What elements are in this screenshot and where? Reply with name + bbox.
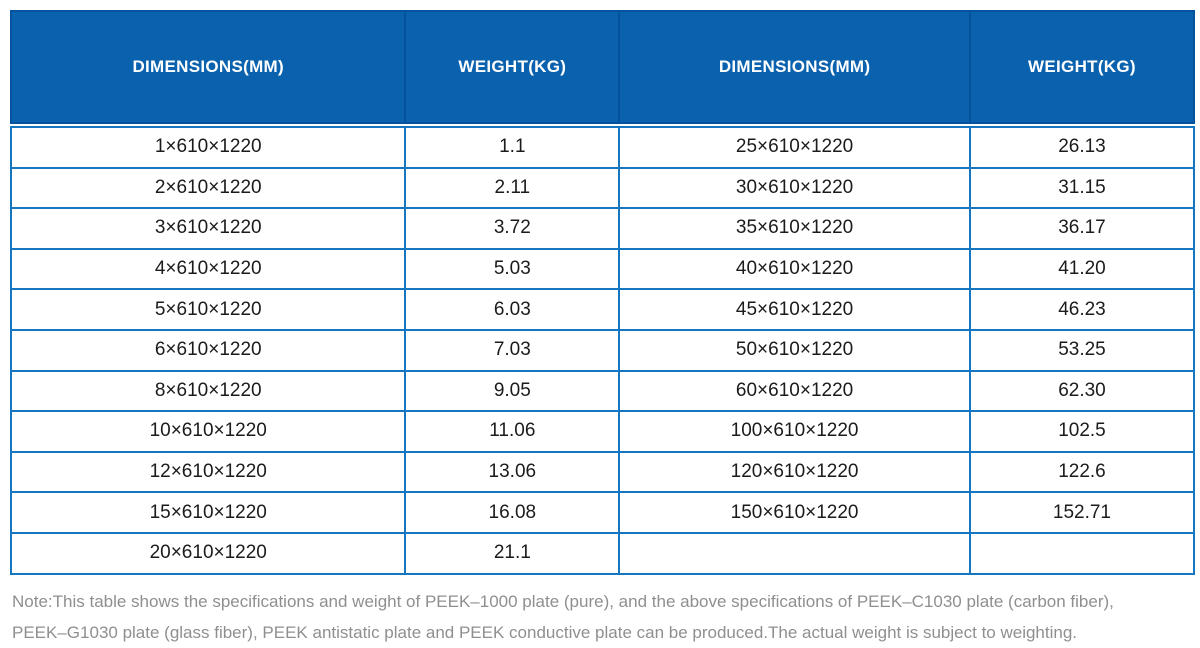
table-cell: 4×610×1220 <box>12 249 407 289</box>
table-cell: 60×610×1220 <box>620 371 971 411</box>
column-header-weight-2: WEIGHT(KG) <box>1028 57 1136 76</box>
table-cell: 53.25 <box>1058 339 1106 361</box>
table-cell: 120×610×1220 <box>620 452 971 492</box>
table-cell: 15×610×1220 <box>12 493 407 532</box>
table-row: 10×610×1220 11.06 100×610×1220 102.5 <box>12 412 1193 453</box>
table-cell: 10×610×1220 <box>12 412 407 451</box>
table-cell: 26.13 <box>1058 136 1106 158</box>
table-cell: 62.30 <box>1058 379 1106 401</box>
table-cell: 9.05 <box>406 371 621 411</box>
table-cell: 102.5 <box>1058 420 1106 442</box>
table-cell: 20×610×1220 <box>12 533 407 573</box>
table-row: 20×610×1220 21.1 <box>12 533 1193 573</box>
table-cell: 41.20 <box>1058 258 1106 280</box>
table-cell: 30×610×1220 <box>620 168 971 208</box>
table-row: 8×610×1220 9.05 60×610×1220 62.30 <box>12 371 1193 413</box>
table-cell: 31.15 <box>1058 176 1106 198</box>
table-cell: 36.17 <box>1058 217 1106 239</box>
table-cell: 3.72 <box>406 209 621 248</box>
table-cell: 7.03 <box>406 330 621 370</box>
table-cell: 40×610×1220 <box>620 249 971 289</box>
table-row: 15×610×1220 16.08 150×610×1220 152.71 <box>12 493 1193 534</box>
table-row: 3×610×1220 3.72 35×610×1220 36.17 <box>12 209 1193 250</box>
table-row: 4×610×1220 5.03 40×610×1220 41.20 <box>12 249 1193 291</box>
table-cell: 8×610×1220 <box>12 371 407 411</box>
table-row: 5×610×1220 6.03 45×610×1220 46.23 <box>12 290 1193 331</box>
table-cell: 100×610×1220 <box>620 412 971 451</box>
table-cell: 3×610×1220 <box>12 209 407 248</box>
table-cell: 6×610×1220 <box>12 330 407 370</box>
column-header-weight-1: WEIGHT(KG) <box>406 12 621 122</box>
table-row: 2×610×1220 2.11 30×610×1220 31.15 <box>12 168 1193 210</box>
table-cell: 5×610×1220 <box>12 290 407 329</box>
table-cell: 21.1 <box>406 533 621 573</box>
table-cell: 1×610×1220 <box>12 128 407 167</box>
table-cell: 13.06 <box>406 452 621 492</box>
table-body: 1×610×1220 1.1 25×610×1220 26.13 2×610×1220 2… <box>10 126 1195 575</box>
table-cell: 16.08 <box>406 493 621 532</box>
table-cell: 122.6 <box>1058 461 1106 483</box>
note-line-1: Note:This table shows the specifications… <box>12 591 1114 611</box>
table-cell: 2.11 <box>406 168 621 208</box>
table-cell: 50×610×1220 <box>620 330 971 370</box>
table-cell: 152.71 <box>1052 501 1112 523</box>
table-cell <box>971 534 1193 573</box>
table-cell: 12×610×1220 <box>12 452 407 492</box>
table-cell: 5.03 <box>406 249 621 289</box>
table-row: 12×610×1220 13.06 120×610×1220 122.6 <box>12 452 1193 494</box>
table-header-row: DIMENSIONS(MM) WEIGHT(KG) DIMENSIONS(MM)… <box>10 10 1195 124</box>
column-header-dimensions-1: DIMENSIONS(MM) <box>12 12 407 122</box>
table-note: Note:This table shows the specifications… <box>12 586 1200 648</box>
table-cell <box>620 533 971 573</box>
table-cell: 11.06 <box>406 412 621 451</box>
table-cell: 45×610×1220 <box>620 290 971 329</box>
table-cell: 6.03 <box>406 290 621 329</box>
spec-table: DIMENSIONS(MM) WEIGHT(KG) DIMENSIONS(MM)… <box>10 10 1195 575</box>
table-row: 1×610×1220 1.1 25×610×1220 26.13 <box>12 128 1193 169</box>
table-cell: 150×610×1220 <box>620 493 971 532</box>
table-cell: 35×610×1220 <box>620 209 971 248</box>
table-cell: 1.1 <box>406 128 621 167</box>
table-cell: 25×610×1220 <box>620 128 971 167</box>
column-header-dimensions-2: DIMENSIONS(MM) <box>620 12 971 122</box>
table-cell: 2×610×1220 <box>12 168 407 208</box>
table-cell: 46.23 <box>1058 298 1106 320</box>
note-line-2: PEEK–G1030 plate (glass fiber), PEEK ant… <box>12 622 1078 642</box>
table-row: 6×610×1220 7.03 50×610×1220 53.25 <box>12 330 1193 372</box>
